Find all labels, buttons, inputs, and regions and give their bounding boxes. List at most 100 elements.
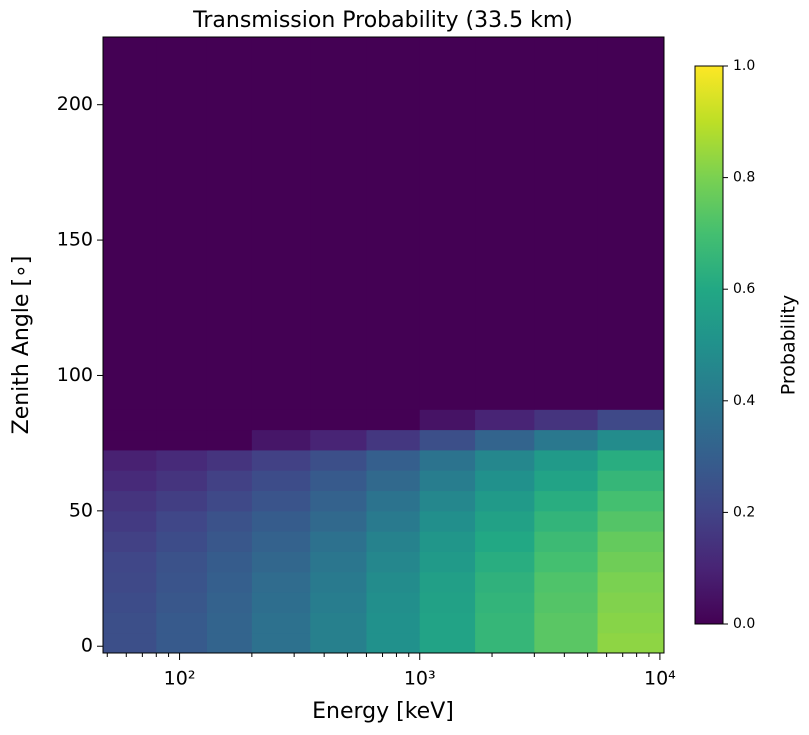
heatmap-cell: [419, 449, 476, 471]
heatmap-cell: [534, 409, 599, 431]
heatmap-cell: [156, 449, 208, 471]
heatmap-cell: [534, 490, 599, 512]
heatmap-cell: [156, 592, 208, 613]
heatmap-cell: [103, 449, 157, 471]
heatmap-cell: [206, 470, 253, 492]
heatmap-cell: [419, 409, 476, 431]
heatmap-cell: [206, 632, 253, 654]
heatmap-cell: [366, 592, 421, 613]
colorbar: [694, 65, 724, 625]
heatmap-cell: [597, 551, 665, 573]
y-axis-label: Zenith Angle [∘]: [9, 256, 34, 435]
heatmap-cell: [475, 612, 535, 634]
heatmap-cell: [103, 510, 157, 532]
heatmap-cell: [475, 510, 535, 532]
heatmap-cell: [419, 490, 476, 512]
colorbar-tick-label: 0.4: [733, 393, 755, 409]
heatmap-cell: [206, 531, 253, 552]
heatmap-cell: [475, 632, 535, 654]
heatmap-cell: [419, 551, 476, 573]
heatmap-cell: [251, 409, 311, 431]
heatmap-cell: [597, 429, 665, 451]
heatmap-cell: [419, 470, 476, 492]
heatmap-cell: [366, 510, 421, 532]
heatmap-cell: [534, 470, 599, 492]
heatmap-cell: [475, 37, 535, 410]
heatmap-cell: [103, 612, 157, 634]
heatmap-cell: [310, 551, 367, 573]
heatmap-cell: [206, 592, 253, 613]
heatmap-cell: [206, 449, 253, 471]
heatmap-cell: [251, 592, 311, 613]
heatmap-cell: [366, 429, 421, 451]
heatmap-cell: [103, 531, 157, 552]
heatmap-cell: [103, 592, 157, 613]
colorbar-tick-label: 0.2: [733, 504, 755, 520]
heatmap-cell: [156, 632, 208, 654]
heatmap-cell: [419, 592, 476, 613]
heatmap-cell: [366, 409, 421, 431]
heatmap-cell: [597, 490, 665, 512]
heatmap-cell: [366, 470, 421, 492]
heatmap-cell: [103, 490, 157, 512]
heatmap-cell: [475, 449, 535, 471]
heatmap-cell: [103, 470, 157, 492]
heatmap-cell: [534, 571, 599, 593]
heatmap-cell: [310, 510, 367, 532]
heatmap-cell: [475, 551, 535, 573]
colorbar-tick-label: 1.0: [733, 58, 755, 74]
heatmap-cell: [310, 490, 367, 512]
y-tick-label: 200: [57, 93, 93, 115]
y-tick-label: 150: [57, 229, 93, 251]
heatmap-cell: [366, 449, 421, 471]
heatmap-cell: [597, 409, 665, 431]
heatmap-cell: [156, 490, 208, 512]
heatmap-cell: [597, 510, 665, 532]
heatmap-cell: [251, 531, 311, 552]
heatmap-cell: [310, 429, 367, 451]
heatmap-cell: [534, 37, 599, 410]
heatmap-cell: [310, 449, 367, 471]
heatmap-cell: [251, 429, 311, 451]
heatmap-cell: [103, 632, 157, 654]
heatmap-cell: [366, 612, 421, 634]
heatmap-cell: [206, 429, 253, 451]
heatmap-cell: [103, 409, 157, 431]
heatmap-cell: [419, 531, 476, 552]
heatmap-cell: [156, 510, 208, 532]
heatmap-cell: [366, 490, 421, 512]
heatmap-cell: [475, 470, 535, 492]
heatmap-cell: [156, 551, 208, 573]
heatmap-cell: [310, 612, 367, 634]
heatmap-cell: [597, 37, 665, 410]
heatmap-cell: [475, 429, 535, 451]
heatmap-cell: [419, 37, 476, 410]
heatmap-cell: [206, 409, 253, 431]
heatmap-cell: [251, 571, 311, 593]
heatmap-cell: [366, 632, 421, 654]
heatmap-cell: [103, 37, 157, 410]
y-tick-label: 0: [81, 635, 93, 657]
heatmap-cell: [310, 632, 367, 654]
heatmap-cell: [475, 490, 535, 512]
heatmap-cell: [206, 490, 253, 512]
heatmap-cell: [251, 510, 311, 532]
heatmap-cell: [419, 571, 476, 593]
heatmap-cell: [251, 612, 311, 634]
heatmap-cell: [597, 632, 665, 654]
heatmap-cell: [156, 409, 208, 431]
heatmap-cell: [597, 531, 665, 552]
colorbar-tick-label: 0.0: [733, 616, 755, 632]
heatmap-cell: [475, 592, 535, 613]
heatmap-cell: [597, 592, 665, 613]
heatmap-cell: [310, 592, 367, 613]
heatmap-cell: [251, 632, 311, 654]
heatmap-cell: [310, 409, 367, 431]
heatmap-cell: [310, 37, 367, 410]
x-tick-label: 10²: [164, 668, 196, 690]
heatmap-cell: [156, 612, 208, 634]
heatmap-cell: [206, 612, 253, 634]
heatmap-cell: [310, 571, 367, 593]
heatmap-cell: [419, 632, 476, 654]
x-tick-label: 10³: [404, 668, 436, 690]
